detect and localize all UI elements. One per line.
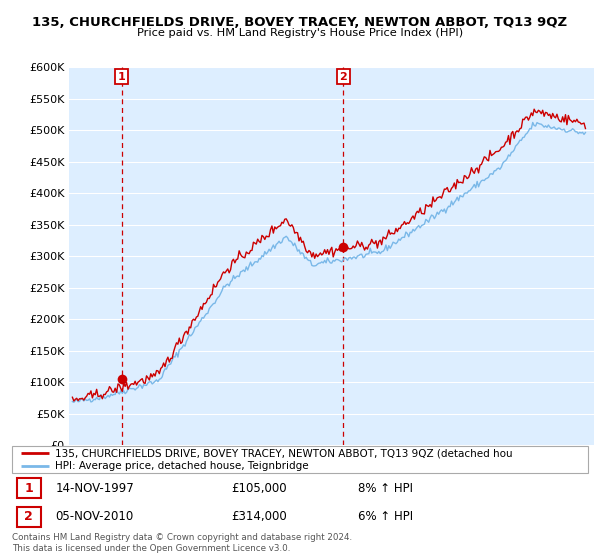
Text: Price paid vs. HM Land Registry's House Price Index (HPI): Price paid vs. HM Land Registry's House … [137,28,463,38]
Text: Contains HM Land Registry data © Crown copyright and database right 2024.
This d: Contains HM Land Registry data © Crown c… [12,533,352,553]
FancyBboxPatch shape [17,507,41,527]
Text: 135, CHURCHFIELDS DRIVE, BOVEY TRACEY, NEWTON ABBOT, TQ13 9QZ (detached hou: 135, CHURCHFIELDS DRIVE, BOVEY TRACEY, N… [55,448,513,458]
Text: 135, CHURCHFIELDS DRIVE, BOVEY TRACEY, NEWTON ABBOT, TQ13 9QZ: 135, CHURCHFIELDS DRIVE, BOVEY TRACEY, N… [32,16,568,29]
Text: HPI: Average price, detached house, Teignbridge: HPI: Average price, detached house, Teig… [55,461,309,472]
Text: 2: 2 [25,511,33,524]
Text: £105,000: £105,000 [231,482,287,494]
Text: 1: 1 [118,72,125,82]
Text: 1: 1 [25,482,33,494]
Text: 2: 2 [340,72,347,82]
FancyBboxPatch shape [17,478,41,498]
Text: 05-NOV-2010: 05-NOV-2010 [55,511,133,524]
Text: £314,000: £314,000 [231,511,287,524]
Text: 8% ↑ HPI: 8% ↑ HPI [358,482,413,494]
FancyBboxPatch shape [12,446,588,473]
Text: 6% ↑ HPI: 6% ↑ HPI [358,511,413,524]
Text: 14-NOV-1997: 14-NOV-1997 [55,482,134,494]
